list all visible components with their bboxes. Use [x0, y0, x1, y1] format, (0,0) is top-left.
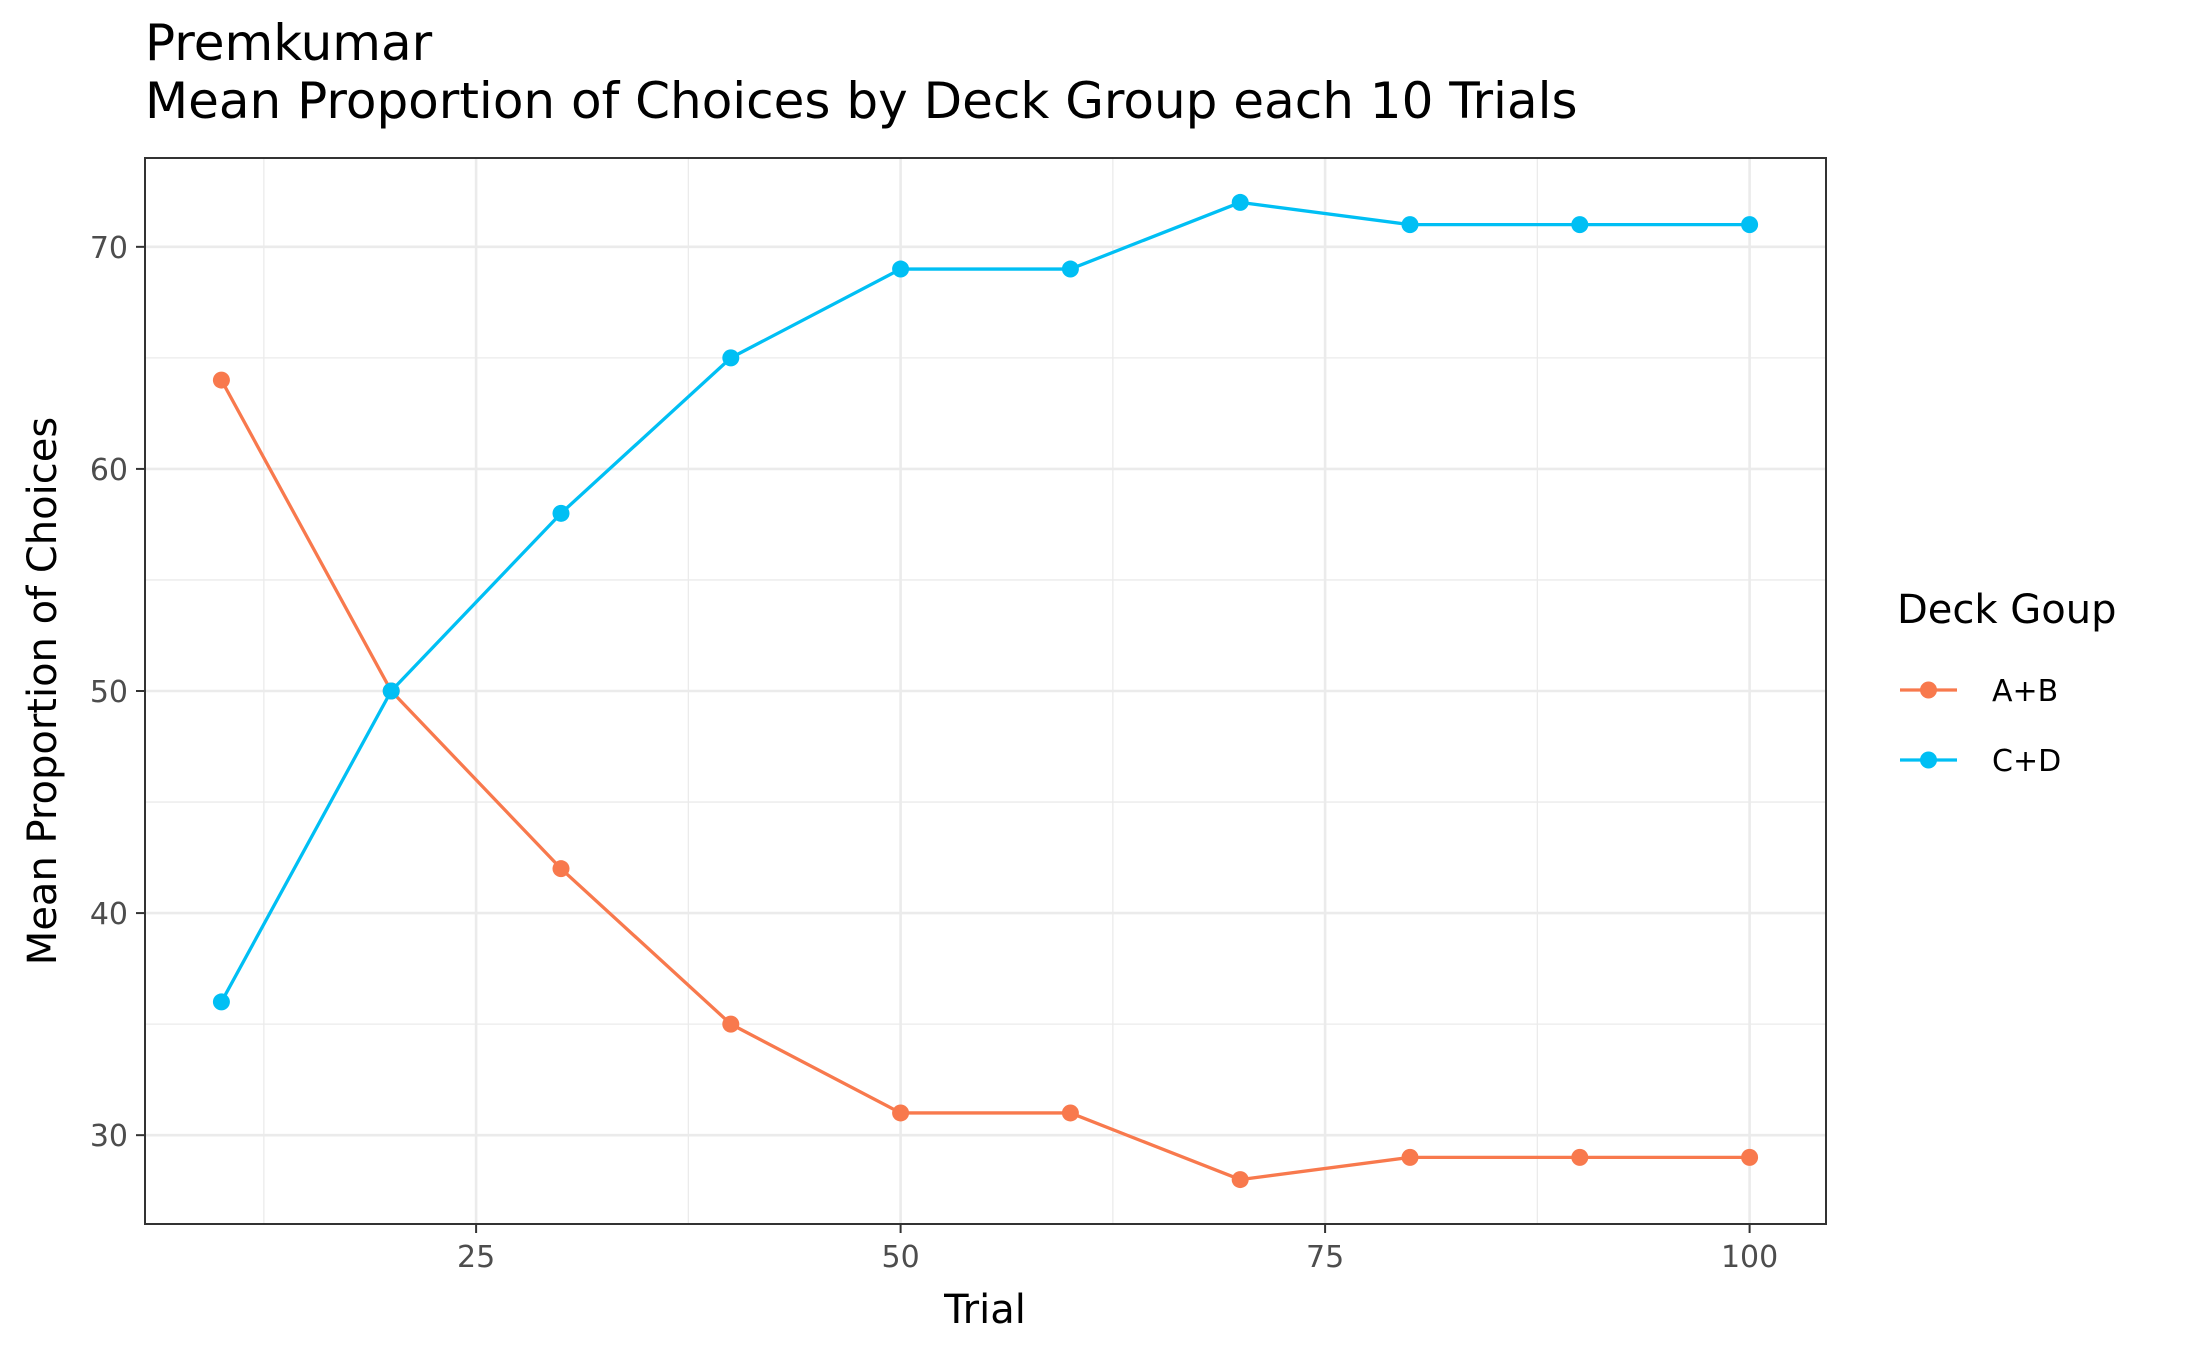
data-point	[1231, 193, 1249, 211]
legend-item: C+D	[1900, 744, 2061, 779]
y-tick-label: 50	[90, 675, 128, 710]
legend: Deck Goup A+B C+D	[1897, 587, 2117, 779]
y-axis: 30 40 50 60 70	[90, 231, 145, 1154]
data-point	[722, 349, 740, 367]
chart-subtitle: Mean Proportion of Choices by Deck Group…	[145, 72, 1578, 130]
legend-key-point	[1920, 751, 1937, 769]
x-tick-label: 75	[1306, 1240, 1344, 1275]
data-point	[212, 993, 230, 1011]
legend-item: A+B	[1900, 674, 2058, 709]
chart-title-block: Premkumar Mean Proportion of Choices by …	[145, 14, 1578, 130]
data-point	[1401, 1148, 1419, 1166]
data-point	[892, 260, 910, 278]
x-tick-label: 25	[457, 1240, 495, 1275]
y-tick-label: 60	[90, 453, 128, 488]
major-gridlines	[145, 158, 1826, 1224]
data-point	[382, 682, 400, 700]
data-point	[1741, 1148, 1759, 1166]
data-point	[552, 504, 570, 522]
data-point	[1741, 216, 1759, 234]
x-axis: 25 50 75 100	[457, 1224, 1778, 1275]
data-point	[212, 371, 230, 389]
data-point	[1401, 216, 1419, 234]
series-c-plus-d	[212, 193, 1759, 1011]
series-line	[219, 200, 1750, 1003]
legend-title: Deck Goup	[1897, 587, 2117, 633]
series-line	[219, 379, 1750, 1182]
data-point	[552, 860, 570, 878]
chart-title: Premkumar	[145, 14, 433, 72]
data-point	[1231, 1171, 1249, 1189]
legend-label: C+D	[1992, 744, 2061, 779]
data-point	[1571, 216, 1589, 234]
data-point	[892, 1104, 910, 1122]
data-point	[722, 1015, 740, 1033]
y-tick-label: 40	[90, 897, 128, 932]
y-tick-label: 30	[90, 1119, 128, 1154]
legend-label: A+B	[1992, 674, 2058, 709]
legend-key-point	[1920, 681, 1937, 699]
series-layer	[212, 193, 1759, 1189]
y-axis-title: Mean Proportion of Choices	[20, 417, 66, 965]
data-point	[1061, 1104, 1079, 1122]
x-axis-title: Trial	[943, 1287, 1026, 1333]
data-point	[1571, 1148, 1589, 1166]
data-point	[1061, 260, 1079, 278]
x-tick-label: 50	[882, 1240, 920, 1275]
x-tick-label: 100	[1721, 1240, 1778, 1275]
y-tick-label: 70	[90, 231, 128, 266]
